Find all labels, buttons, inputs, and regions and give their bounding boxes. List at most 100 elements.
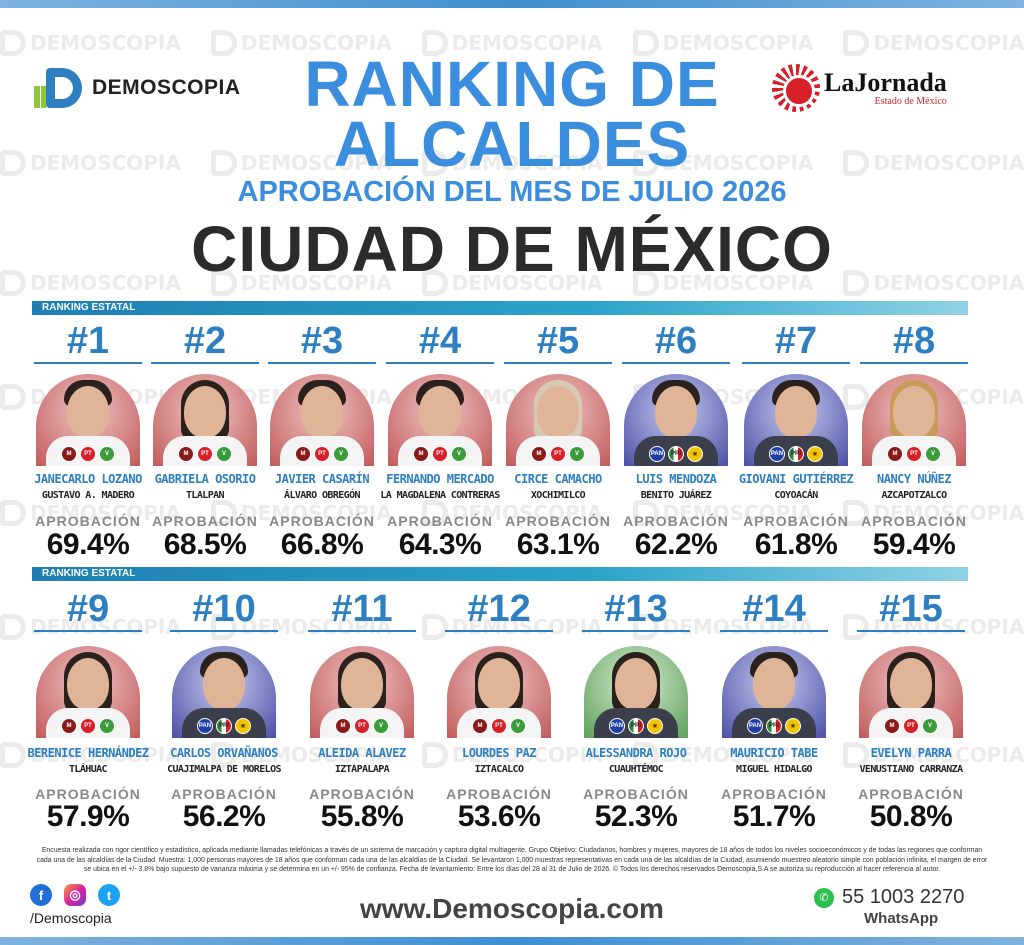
whatsapp-phone[interactable]: 55 1003 2270 [842,886,965,908]
approval-value: 55.8% [320,800,404,833]
candidate-name: FERNANDO MERCADO [386,472,494,486]
facebook-icon[interactable]: f [30,884,52,906]
rank-divider [386,362,494,364]
pan-logo-icon: PAN [609,718,625,734]
candidate-name: GIOVANI GUTIÉRREZ [738,472,854,486]
approval-label: APROBACIÓN [858,786,964,802]
approval-value: 68.5% [163,528,247,561]
whatsapp-icon: ✆ [814,887,834,908]
approval-label: APROBACIÓN [387,513,493,529]
candidate-municipality: VENUSTIANO CARRANZA [859,764,964,775]
candidate-face [184,386,226,438]
watermark-text: DEMOSCOPIA [873,31,1024,55]
candidate-card: #5 M PT V CIRCE CAMACHO XOCHIMILCO APROBACIÓN 6… [502,320,614,561]
candidate-card: #7 PAN PRI ☀ GIOVANI GUTIÉRREZ COYOACÁN APROBA… [739,320,854,561]
rank-number: #5 [536,320,580,362]
party-logos: PAN PRI ☀ [722,718,826,734]
morena-logo-icon: M [335,718,351,734]
approval-label: APROBACIÓN [35,786,141,802]
party-logos: PAN PRI ☀ [172,718,276,734]
approval-value: 64.3% [398,528,482,561]
prd-logo-icon: ☀ [807,446,823,462]
pt-logo-icon: PT [354,718,370,734]
approval-value: 53.6% [457,800,541,833]
rank-number: #15 [879,588,943,630]
pt-logo-icon: PT [80,718,96,734]
watermark-text: DEMOSCOPIA [30,31,181,55]
candidate-face [775,386,817,438]
rank-number: #8 [892,320,936,362]
rank-divider [151,362,259,364]
candidate-name: JANECARLO LOZANO [34,472,142,486]
approval-value: 57.9% [46,800,130,833]
candidate-name: ALESSANDRA ROJO [585,746,687,760]
party-logos: M PT V [36,718,140,734]
whatsapp-contact: ✆ 55 1003 2270 [814,886,964,909]
candidate-name: CARLOS ORVAÑANOS [170,746,278,760]
watermark-logo-icon [843,30,870,56]
verde-logo-icon: V [333,446,349,462]
candidate-face [203,658,245,710]
party-logos: M PT V [388,446,492,462]
verde-logo-icon: V [373,718,389,734]
morena-logo-icon: M [531,446,547,462]
verde-logo-icon: V [216,446,232,462]
verde-logo-icon: V [451,446,467,462]
verde-logo-icon: V [569,446,585,462]
pt-logo-icon: PT [491,718,507,734]
demoscopia-d-icon [34,68,86,108]
rank-number: #14 [742,588,806,630]
candidate-municipality: XOCHIMILCO [530,490,586,501]
pan-logo-icon: PAN [747,718,763,734]
candidate-card: #14 PAN PRI ☀ MAURICIO TABE MIGUEL HIDALGO APR… [718,588,830,838]
party-logos: PAN PRI ☀ [584,718,688,734]
candidate-municipality: MIGUEL HIDALGO [736,764,812,775]
candidate-photo: M PT V [153,374,257,466]
morena-logo-icon: M [472,718,488,734]
website-link[interactable]: www.Demoscopia.com [360,893,664,924]
candidate-municipality: GUSTAVO A. MADERO [41,490,135,501]
rank-divider [860,362,968,364]
survey-disclaimer: Encuesta realizada con rigor científico … [36,847,988,873]
candidate-photo: M PT V [447,646,551,738]
watermark-logo-icon [210,30,237,56]
pan-logo-icon: PAN [649,446,665,462]
rank-divider [582,630,690,632]
approval-label: APROBACIÓN [743,513,849,529]
party-logos: M PT V [447,718,551,734]
candidate-name: CIRCE CAMACHO [514,472,602,486]
candidate-municipality: ÁLVARO OBREGÓN [284,490,360,501]
morena-logo-icon: M [887,446,903,462]
party-logos: M PT V [153,446,257,462]
approval-label: APROBACIÓN [505,513,611,529]
morena-logo-icon: M [295,446,311,462]
demoscopia-logo: DEMOSCOPIA [34,68,241,108]
party-logos: M PT V [862,446,966,462]
ranking-strip-label: RANKING ESTATAL [42,568,136,579]
candidate-card: #9 M PT V BERENICE HERNÁNDEZ TLÁHUAC APROBACIÓ… [27,588,149,838]
twitter-icon[interactable]: t [98,884,120,906]
watermark-logo-icon [0,30,26,56]
candidate-photo: M PT V [859,646,963,738]
approval-value: 52.3% [594,800,678,833]
candidate-face [478,658,520,710]
candidate-card: #8 M PT V NANCY NÚÑEZ AZCAPOTZALCO APROBACIÓN 5… [858,320,970,561]
instagram-icon[interactable]: ◎ [64,884,86,906]
party-logos: M PT V [859,718,963,734]
candidate-face [753,658,795,710]
approval-label: APROBACIÓN [269,513,375,529]
approval-label: APROBACIÓN [861,513,967,529]
candidate-face [893,386,935,438]
candidate-card: #15 M PT V EVELYN PARRA VENUSTIANO CARRANZA AP… [855,588,967,838]
rank-number: #2 [183,320,227,362]
candidate-municipality: LA MAGDALENA CONTRERAS [380,490,500,501]
prd-logo-icon: ☀ [687,446,703,462]
pri-logo-icon: PRI [766,718,782,734]
approval-label: APROBACIÓN [152,513,258,529]
rank-number: #3 [300,320,344,362]
candidate-card: #12 M PT V LOURDES PAZ IZTACALCO APROBACIÓN 53.… [443,588,555,838]
la-jornada-name: LaJornada [824,67,947,97]
morena-logo-icon: M [413,446,429,462]
title-line-2: ALCALDES [333,108,691,180]
pt-logo-icon: PT [432,446,448,462]
